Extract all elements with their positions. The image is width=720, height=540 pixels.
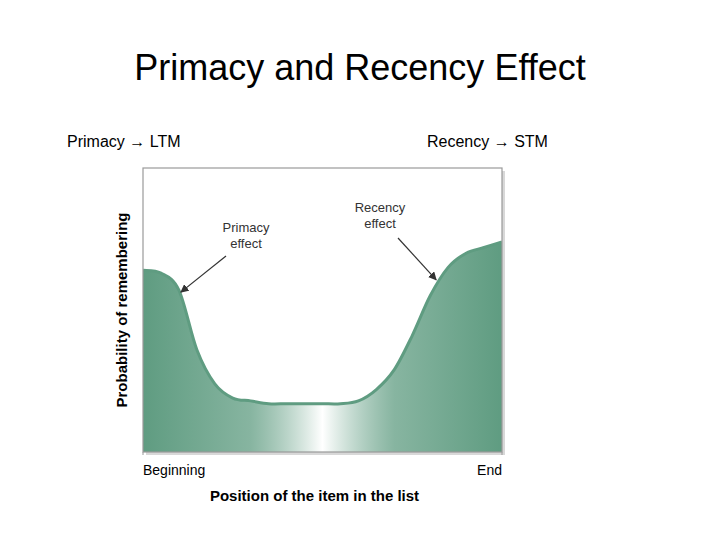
- area: [143, 242, 502, 452]
- x-tick: [502, 452, 503, 455]
- plot-background: [143, 168, 502, 452]
- y-axis-label: Probability of remembering: [113, 212, 130, 407]
- annotation: Primacyeffect: [223, 220, 270, 251]
- annotation: Recencyeffect: [355, 200, 406, 231]
- annotation-arrow: [181, 256, 226, 292]
- x-axis-label: Position of the item in the list: [210, 487, 419, 504]
- x-tick: [143, 452, 144, 455]
- slide: Primacy and Recency Effect Primacy → LTM R…: [0, 0, 720, 540]
- subtitle: Recency → STM: [427, 133, 548, 150]
- x-tick-label: Beginning: [143, 462, 205, 478]
- chart: Primacy and Recency Effect Primacy → LTM R…: [0, 0, 720, 540]
- title: Primacy and Recency Effect: [134, 47, 586, 88]
- x-tick-label: End: [477, 462, 502, 478]
- plot-marks: [143, 242, 502, 452]
- subtitle: Primacy → LTM: [67, 133, 180, 150]
- annotation-arrow: [398, 238, 436, 280]
- plot-frame: [143, 168, 502, 452]
- area-line: [143, 242, 502, 404]
